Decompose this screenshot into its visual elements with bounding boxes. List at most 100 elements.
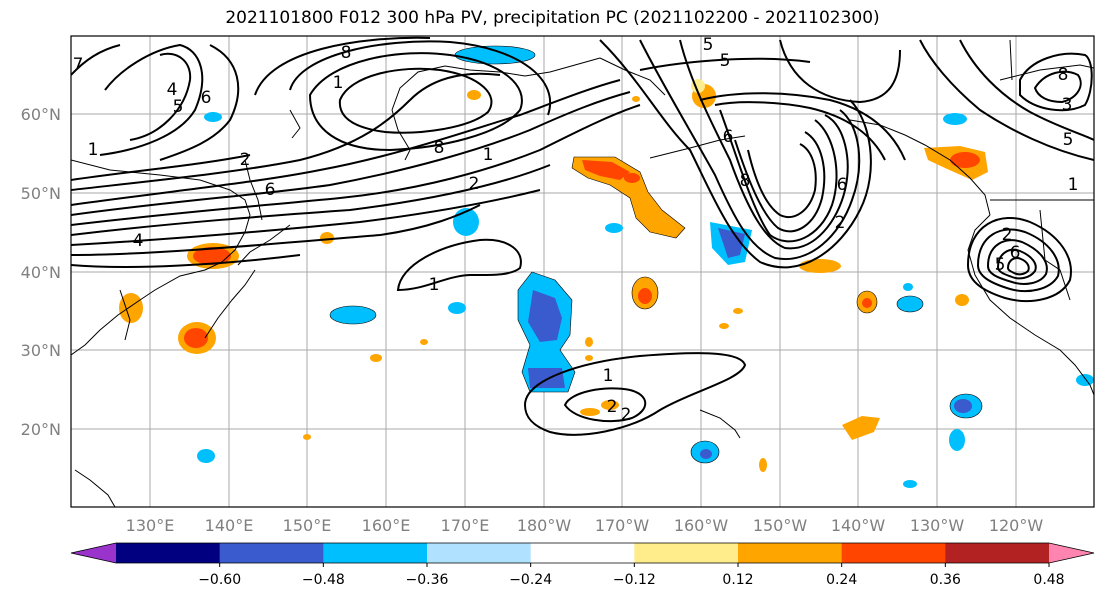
contour-line [1019,52,1093,112]
colorbar-segment [323,543,428,563]
precip-patch [862,298,872,308]
contour-line [129,52,192,141]
contour-label: 8 [1058,65,1069,85]
pv-contours [71,36,1094,436]
colorbar-tick-label: −0.36 [406,572,449,588]
contour-label: 6 [837,175,848,195]
contour-label: 2 [835,213,846,233]
contour-label: 1 [88,140,99,160]
contour-line [396,238,522,292]
precip-patch [799,259,841,273]
contour-label: 2 [240,150,251,170]
precip-patch [719,323,729,329]
contour-label: 1 [603,366,614,386]
precip-patch [528,368,565,388]
coastlines [71,39,1094,507]
map-title: 2021101800 F012 300 hPa PV, precipitatio… [225,8,880,28]
colorbar-segment [427,543,532,563]
contour-line [71,189,541,246]
contour-label: 1 [483,145,494,165]
contour-line [959,39,1094,141]
colorbar-tick-label: −0.60 [198,572,241,588]
precip-patch [585,337,593,347]
contour-line [996,248,1037,280]
contour-label: 5 [720,51,731,71]
colorbar-tick-label: −0.24 [509,572,552,588]
lat-label: 50°N [21,184,61,203]
precip-patch [303,434,311,440]
gridlines [71,36,1094,507]
lon-label: 140°E [205,516,254,535]
precip-patch [571,156,686,239]
lon-label: 120°W [989,516,1044,535]
lon-label: 170°W [595,516,650,535]
colorbar-segment [738,543,843,563]
contour-line [71,44,121,76]
contour-label: 4 [133,231,144,251]
precip-patch [896,295,924,313]
colorbar-tick-label: 0.24 [826,572,857,588]
precip-patch [528,290,562,342]
contour-line [71,204,481,256]
contour-label: 6 [201,88,212,108]
colorbar: −0.60 −0.48 −0.36 −0.24 −0.12 0.12 0.24 0.36 0.4… [70,542,1095,588]
contour-label: 1 [1068,175,1079,195]
precip-patch [320,232,334,244]
contour-line [639,39,861,261]
contour-line [71,154,251,181]
contour-line [986,239,1048,285]
contour-label: 3 [1062,95,1073,115]
contour-line [71,79,621,206]
contour-line [976,228,1060,293]
contour-line [1033,70,1082,104]
colorbar-segment [219,543,324,563]
lon-label: 130°W [910,516,965,535]
precip-patch [193,247,231,265]
colorbar-tick-label: −0.48 [302,572,345,588]
precip-patch [718,228,745,258]
lat-label: 20°N [21,420,61,439]
contour-label: 1 [333,73,344,93]
precip-patch [370,354,382,362]
contour-line [599,39,872,269]
contour-line [966,217,1072,302]
precip-patch [420,339,428,345]
colorbar-segment [945,543,1050,563]
lat-label: 30°N [21,341,61,360]
lon-label: 160°E [362,516,411,535]
lon-label: 130°E [126,516,175,535]
precip-patch [1076,374,1094,386]
precip-patch [842,416,880,440]
lon-label: 170°E [441,516,490,535]
contour-line [338,67,493,134]
precip-patch [733,308,743,314]
precip-patch [119,293,143,323]
colorbar-extend-low [71,543,116,563]
contour-label: 2 [469,174,480,194]
lon-label: 150°E [283,516,332,535]
contour-line [639,57,811,71]
contour-line [714,101,886,161]
contour-line [719,109,838,243]
precip-patch [204,112,222,122]
precip-patch [197,449,215,463]
precip-patch [632,96,640,102]
contour-label: 7 [73,55,84,75]
longitude-labels: 130°E 140°E 150°E 160°E 170°E 180°W 170°… [126,516,1044,535]
lat-label: 60°N [21,105,61,124]
precip-patch [448,302,466,314]
contour-line [1006,257,1030,276]
contour-label: 6 [265,180,276,200]
precip-patch [580,408,600,416]
contour-label: 8 [434,138,445,158]
contour-line [563,387,647,423]
contour-line [71,91,631,216]
colorbar-extend-high [1049,543,1094,563]
contour-label: 8 [341,43,352,63]
contour-line [699,92,906,161]
latitude-labels: 60°N 50°N 40°N 30°N 20°N [21,105,61,439]
colorbar-segment [116,543,221,563]
contour-label: 6 [723,127,734,147]
precip-patch [943,113,967,125]
contour-line [308,52,523,152]
